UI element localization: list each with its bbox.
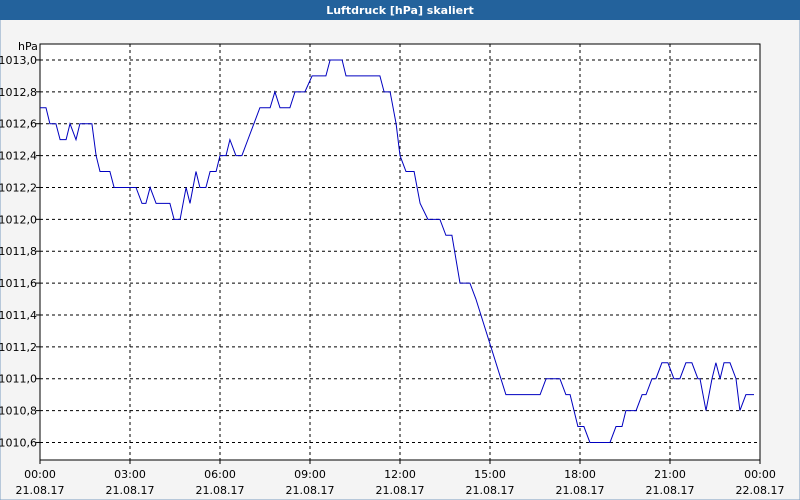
x-tick-date: 21.08.17 [196, 484, 245, 497]
x-tick-date: 21.08.17 [16, 484, 65, 497]
y-tick-label: 1010,8 [0, 405, 37, 418]
y-tick-label: 1011,8 [0, 245, 37, 258]
x-tick-date: 21.08.17 [646, 484, 695, 497]
x-tick-label: 09:00 [294, 468, 326, 481]
chart-title: Luftdruck [hPa] skaliert [326, 4, 474, 17]
y-tick-label: 1010,6 [0, 436, 37, 449]
y-tick-label: 1011,6 [0, 277, 37, 290]
plot-area [39, 43, 761, 461]
x-tick-label: 15:00 [474, 468, 506, 481]
line-series [40, 59, 754, 443]
x-tick-date: 21.08.17 [556, 484, 605, 497]
x-tick-label: 00:00 [24, 468, 56, 481]
title-bar [0, 0, 800, 20]
x-tick-label: 18:00 [564, 468, 596, 481]
x-tick-label: 00:00 [744, 468, 776, 481]
x-tick-date: 21.08.17 [466, 484, 515, 497]
x-tick-label: 03:00 [114, 468, 146, 481]
y-tick-label: 1011,2 [0, 341, 37, 354]
x-tick-date: 22.08.17 [736, 484, 785, 497]
x-tick-label: 21:00 [654, 468, 686, 481]
y-tick-label: 1013,0 [0, 54, 37, 67]
y-tick-label: 1012,4 [0, 150, 37, 163]
y-tick-label: 1011,4 [0, 309, 37, 322]
x-tick-date: 21.08.17 [286, 484, 335, 497]
x-tick-date: 21.08.17 [106, 484, 155, 497]
y-tick-label: 1012,8 [0, 86, 37, 99]
x-tick-date: 21.08.17 [376, 484, 425, 497]
y-tick-label: 1012,2 [0, 181, 37, 194]
y-tick-label: 1012,0 [0, 213, 37, 226]
y-tick-label: 1012,6 [0, 118, 37, 131]
y-tick-label: 1011,0 [0, 373, 37, 386]
x-tick-label: 12:00 [384, 468, 416, 481]
x-tick-label: 06:00 [204, 468, 236, 481]
y-unit: hPa [18, 40, 38, 53]
